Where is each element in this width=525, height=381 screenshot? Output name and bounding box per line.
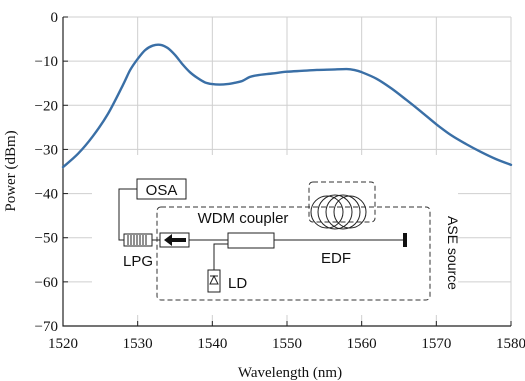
lpg-fringes: [127, 235, 147, 245]
wdm-coupler-box: [227, 232, 275, 249]
y-tick-label: −70: [35, 319, 58, 335]
y-tick-label: −50: [35, 231, 58, 247]
edf-label: EDF: [321, 250, 351, 267]
y-tick-label: −30: [35, 142, 58, 158]
ld-box: [207, 269, 221, 293]
x-tick-label: 1560: [347, 336, 377, 352]
ld-diode-icon: [209, 274, 219, 285]
lpg-label: LPG: [123, 253, 153, 270]
x-tick-label: 1570: [421, 336, 451, 352]
osa-fiber: [118, 188, 137, 241]
ase-source-label: ASE source: [445, 216, 461, 290]
x-tick-label: 1530: [123, 336, 153, 352]
ld-label: LD: [228, 275, 247, 292]
edf-coil-icon: [310, 194, 367, 230]
schematic-background: [92, 155, 458, 315]
y-tick-label: 0: [51, 10, 59, 26]
y-tick-label: −20: [35, 98, 58, 114]
x-tick-label: 1550: [272, 336, 302, 352]
fiber-end-termination: [403, 233, 407, 247]
x-tick-label: 1520: [48, 336, 78, 352]
wdm-label: WDM coupler: [198, 210, 289, 227]
edf-box: [308, 181, 376, 223]
y-tick-label: −60: [35, 275, 58, 291]
x-ticks: 1520 1530 1540 1550 1560 1570 1580: [48, 321, 525, 352]
x-tick-label: 1540: [197, 336, 227, 352]
setup-schematic: OSA LPG WDM coupler LD: [92, 155, 461, 315]
ase-source-box: [156, 206, 431, 301]
osa-label: OSA: [146, 182, 178, 199]
y-tick-label: −40: [35, 187, 58, 203]
ld-fiber: [213, 243, 228, 270]
x-axis-label: Wavelength (nm): [238, 365, 342, 381]
spectrum-line: [61, 43, 513, 169]
x-tick-label: 1580: [496, 336, 525, 352]
y-tick-label: −10: [35, 54, 58, 70]
y-axis-label: Power (dBm): [3, 130, 19, 211]
isolator-arrow-icon: [164, 234, 186, 246]
y-ticks: 0 −10 −20 −30 −40 −50 −60 −70: [35, 10, 68, 335]
